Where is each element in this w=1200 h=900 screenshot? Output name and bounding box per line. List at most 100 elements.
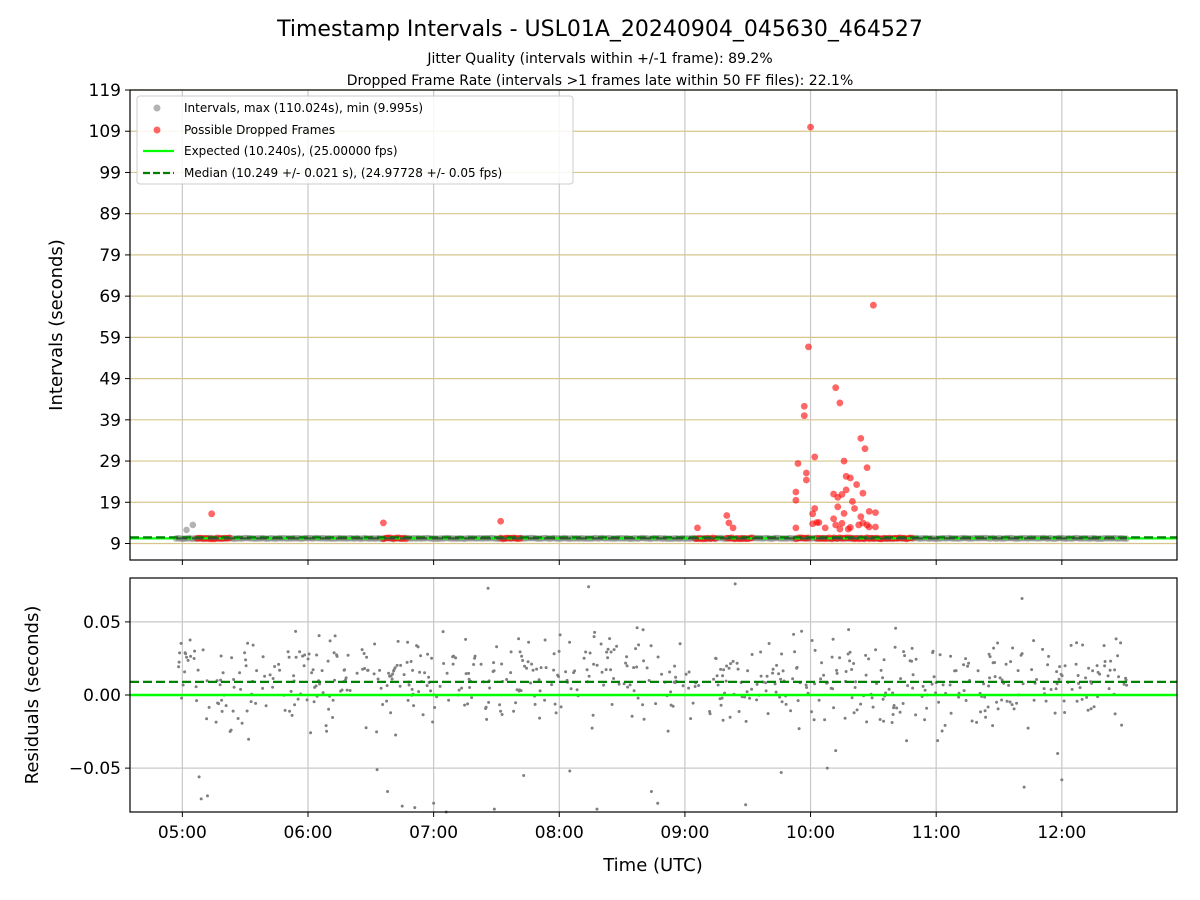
residuals-xtick-label: 12:00 [1037,823,1086,843]
residual-point [654,702,658,706]
residual-point [775,663,779,667]
residual-point [421,713,425,717]
residual-point [750,687,754,691]
residual-point [244,658,248,662]
dropped-frame-point [794,460,802,467]
residual-point [327,707,331,711]
residual-point [346,653,350,657]
residual-point [247,737,251,741]
residual-point [645,666,649,670]
dropped-frame-point [834,503,842,511]
residual-point [1086,708,1090,712]
residual-point [854,680,858,684]
residual-point [289,689,293,693]
residual-point [991,724,995,728]
residual-point [569,687,573,691]
residual-point [649,644,653,648]
dropped-frame-point [208,510,216,518]
residual-point [365,655,369,659]
residuals-ytick-label: 0.05 [83,613,121,633]
residual-point [559,705,563,709]
residual-point [543,698,547,702]
residuals-ylabel: Residuals (seconds) [22,606,43,785]
residual-point [1095,664,1099,668]
dropped-frame-point [865,507,873,515]
residual-point [852,662,856,665]
residual-point [975,720,979,724]
residual-point [251,643,255,647]
residual-point [1116,654,1120,658]
residual-point [1054,687,1058,691]
residual-point [514,701,518,705]
residual-point [271,685,275,689]
residual-point [381,703,385,706]
residual-point [398,684,402,688]
residual-point [1009,660,1013,664]
residual-point [1098,672,1102,676]
residual-point [410,687,414,691]
residual-point [407,683,411,687]
residual-point [243,651,247,655]
residual-point [185,655,189,659]
residual-point [1032,698,1036,702]
residual-point [328,639,332,643]
residual-point [850,668,854,671]
dropped-frame-point [830,515,837,523]
residual-point [993,675,997,679]
residual-point [733,582,737,586]
dropped-frame-point [836,399,844,407]
residual-point [715,674,719,678]
residual-point [344,676,348,680]
residual-point [423,671,427,675]
residual-point [736,667,740,671]
residual-point [509,671,513,675]
residual-point [983,695,987,699]
intervals-ytick-label: 49 [99,370,121,390]
residual-point [293,703,297,707]
residual-point [413,806,417,810]
residual-point [792,632,796,636]
residual-point [290,713,294,717]
residual-point [962,689,966,693]
dropped-frame-point [857,434,865,442]
residual-point [193,649,197,653]
residual-point [632,666,636,670]
residual-point [910,646,914,650]
residual-point [1044,699,1048,703]
dropped-frame-point [869,301,877,309]
residual-point [830,655,834,659]
dropped-frame-point [849,498,856,505]
residual-point [822,673,826,677]
residual-point [910,659,914,663]
dropped-frame-point [725,519,733,527]
residual-point [557,675,561,678]
residual-point [1060,778,1064,782]
residual-point [867,657,871,661]
residual-point [1020,596,1024,600]
residual-point [832,706,836,710]
residual-point [590,726,594,730]
residual-point [844,670,848,673]
residual-point [355,671,359,675]
residual-point [332,651,336,655]
residual-point [431,720,435,724]
residual-point [931,649,935,653]
legend-label-intervals: Intervals, max (110.024s), min (9.995s) [184,101,423,115]
dropped-frame-point [832,521,840,529]
residual-point [188,638,192,642]
residual-point [687,670,691,674]
residual-point [887,687,891,691]
residual-point [943,723,947,727]
residual-point [239,687,243,691]
residual-point [744,803,748,807]
residual-point [418,670,422,674]
residual-point [321,691,325,695]
residual-point [678,642,682,646]
residual-point [599,642,603,646]
residual-point [463,703,467,707]
residual-point [937,700,941,704]
residual-point [632,689,636,693]
residual-point [729,662,733,666]
residual-point [454,656,458,660]
residual-point [890,721,894,724]
